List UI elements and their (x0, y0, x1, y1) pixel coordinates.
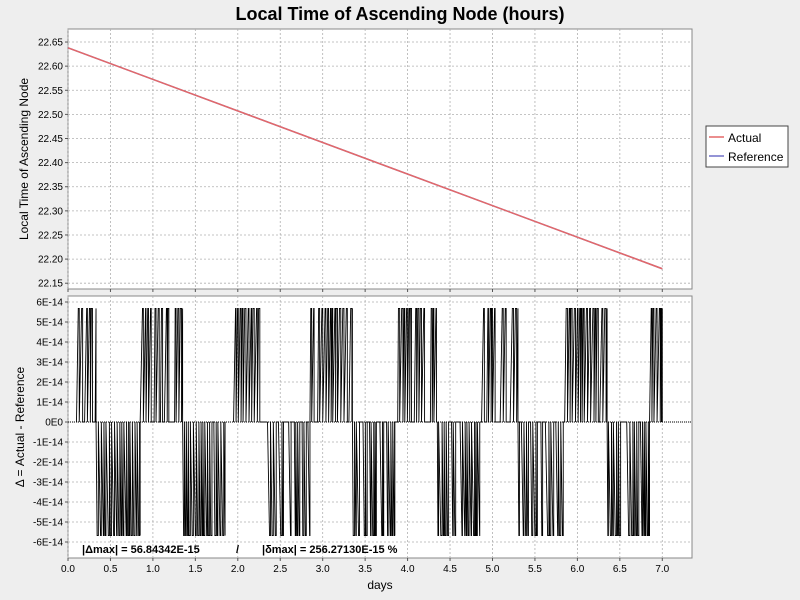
residual-burst-14 (649, 307, 663, 423)
x-tick-label: 0.5 (103, 564, 117, 575)
x-tick-label: 2.5 (273, 564, 287, 575)
bottom-y-axis-label: Δ = Actual - Reference (13, 366, 27, 487)
bottom-y-tick-label: -6E-14 (33, 538, 63, 549)
x-axis-label: days (367, 578, 392, 592)
legend-box (705, 125, 789, 168)
top-y-tick-label: 22.45 (38, 134, 63, 145)
chart-title: Local Time of Ascending Node (hours) (235, 4, 564, 24)
bottom-y-tick-label: 1E-14 (36, 398, 63, 409)
residual-burst-2 (139, 307, 184, 423)
residual-burst-8 (394, 307, 438, 423)
x-tick-label: 5.5 (528, 564, 542, 575)
stat-delta-max: |Δmax| = 56.84342E-15 (82, 544, 200, 556)
bottom-y-tick-label: 0E0 (45, 418, 63, 429)
x-tick-label: 1.0 (146, 564, 160, 575)
residual-burst-7 (351, 421, 396, 537)
top-y-tick-label: 22.65 (38, 38, 63, 49)
residual-burst-1 (95, 421, 141, 537)
top-y-tick-label: 22.20 (38, 255, 63, 266)
bottom-y-ticks: -6E-14 -5E-14 -4E-14 -3E-14 -2E-14 -1E-14 0E0 1… (33, 298, 68, 549)
residual-burst-3 (182, 421, 226, 537)
residual-burst-0 (76, 307, 97, 423)
top-y-tick-label: 22.25 (38, 230, 63, 241)
top-series (67, 47, 663, 270)
bottom-y-tick-label: -1E-14 (33, 438, 63, 449)
stat-rel-delta-max: |δmax| = 256.27130E-15 % (262, 544, 398, 556)
residual-burst-10 (479, 307, 519, 423)
residual-burst-12 (564, 307, 608, 423)
stat-separator: / (236, 544, 239, 556)
bottom-grid (67, 296, 692, 558)
residual-burst-6 (309, 307, 353, 423)
bottom-y-tick-label: 5E-14 (36, 318, 63, 329)
bottom-y-tick-label: -5E-14 (33, 518, 63, 529)
residual-burst-11 (517, 421, 565, 537)
top-plot-area (67, 28, 693, 290)
top-y-tick-label: 22.60 (38, 62, 63, 73)
x-tick-label: 4.0 (401, 564, 415, 575)
bottom-y-tick-label: -2E-14 (33, 458, 63, 469)
top-y-tick-label: 22.30 (38, 206, 63, 217)
residual-burst-13 (606, 421, 650, 537)
x-tick-label: 7.0 (655, 564, 669, 575)
legend: Actual Reference (705, 125, 789, 168)
legend-label-actual: Actual (728, 131, 761, 145)
x-tick-label: 0.0 (61, 564, 75, 575)
x-tick-label: 3.0 (316, 564, 330, 575)
bottom-y-tick-label: 3E-14 (36, 358, 63, 369)
bottom-y-tick-label: -4E-14 (33, 498, 63, 509)
top-y-tick-label: 22.40 (38, 158, 63, 169)
top-y-tick-label: 22.50 (38, 110, 63, 121)
series-line-actual (67, 47, 663, 270)
residual-burst-5 (267, 421, 311, 537)
top-y-tick-label: 22.35 (38, 182, 63, 193)
top-y-tick-label: 22.15 (38, 279, 63, 290)
x-ticks: 0.0 0.5 1.0 1.5 2.0 2.5 3.0 3.5 4.0 4.5 5.0 5.5 6.0 6… (61, 558, 670, 575)
x-tick-label: 5.0 (486, 564, 500, 575)
bottom-y-tick-label: -3E-14 (33, 478, 63, 489)
residual-burst-4 (233, 307, 268, 423)
x-tick-label: 4.5 (443, 564, 457, 575)
residual-burst-9 (436, 421, 481, 537)
bottom-y-tick-label: 2E-14 (36, 378, 63, 389)
top-y-tick-label: 22.55 (38, 86, 63, 97)
bottom-y-tick-label: 6E-14 (36, 298, 63, 309)
top-y-ticks: 22.15 22.20 22.25 22.30 22.35 22.40 22.45 22.50… (38, 38, 68, 290)
x-tick-label: 2.0 (231, 564, 245, 575)
top-y-axis-label: Local Time of Ascending Node (17, 78, 31, 240)
x-tick-label: 6.5 (613, 564, 627, 575)
legend-label-reference: Reference (728, 150, 784, 164)
x-tick-label: 6.0 (570, 564, 584, 575)
residual-series (68, 307, 692, 537)
x-tick-label: 3.5 (358, 564, 372, 575)
x-tick-label: 1.5 (188, 564, 202, 575)
bottom-y-tick-label: 4E-14 (36, 338, 63, 349)
